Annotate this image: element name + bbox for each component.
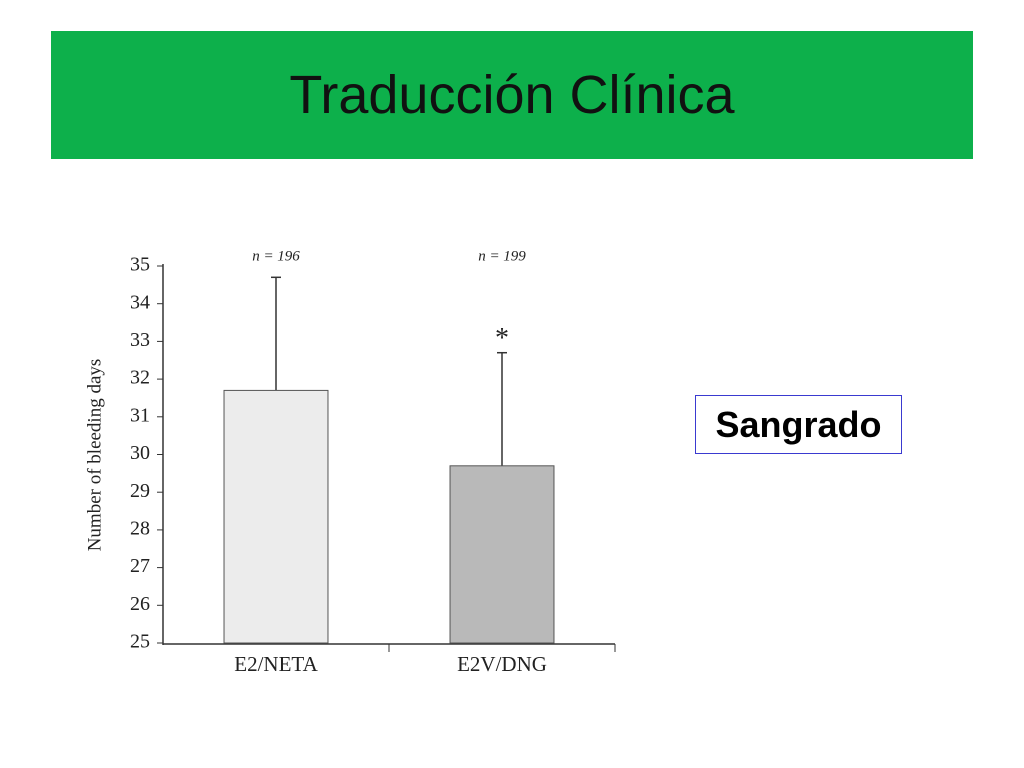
side-label-box: Sangrado	[695, 395, 902, 454]
x-tick-label: E2/NETA	[234, 652, 318, 676]
y-tick-label: 27	[130, 555, 150, 577]
y-tick-label: 26	[130, 593, 150, 615]
y-tick-label: 29	[130, 480, 150, 502]
y-axis-label: Number of bleeding days	[84, 359, 105, 552]
slide-title: Traducción Clínica	[289, 65, 735, 125]
y-tick-label: 28	[130, 517, 150, 539]
y-tick-label: 34	[130, 291, 150, 313]
y-tick-label: 31	[130, 404, 150, 426]
y-tick-label: 30	[130, 442, 150, 464]
y-tick-label: 25	[130, 631, 150, 653]
y-tick-label: 35	[130, 254, 150, 276]
sample-size: n = 199	[478, 248, 526, 264]
bar	[449, 465, 555, 644]
x-tick-label: E2V/DNG	[457, 652, 547, 676]
title-band: Traducción Clínica	[51, 31, 973, 159]
y-tick-label: 32	[130, 367, 150, 389]
significance-mark: *	[495, 323, 509, 354]
bar	[223, 389, 329, 644]
y-tick-label: 33	[130, 329, 150, 351]
sample-size: n = 196	[252, 248, 300, 264]
side-label: Sangrado	[715, 403, 882, 445]
